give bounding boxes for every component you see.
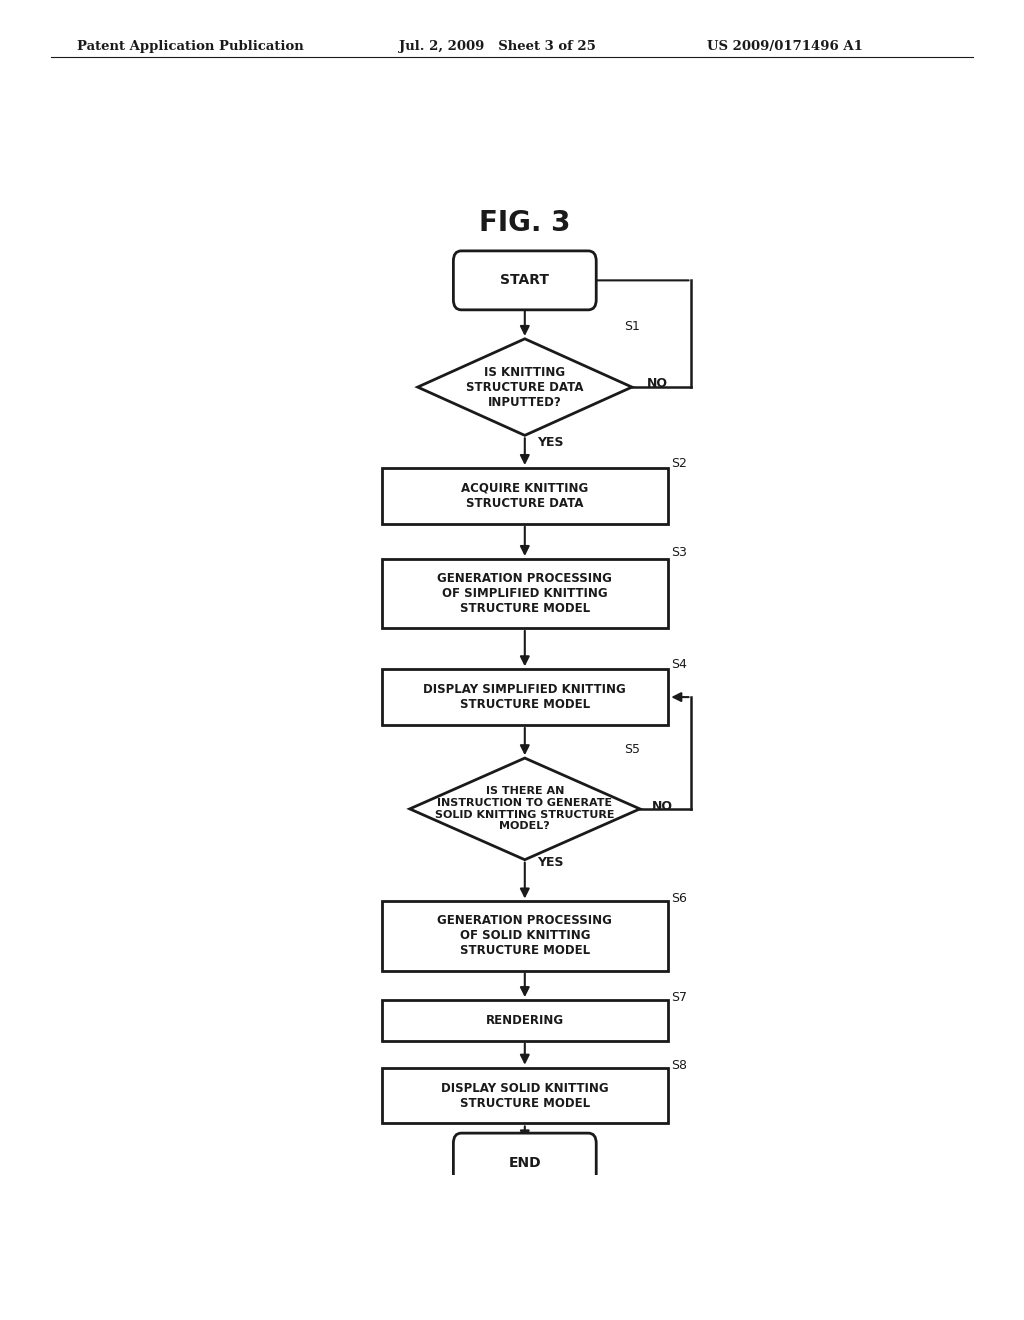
Text: GENERATION PROCESSING
OF SIMPLIFIED KNITTING
STRUCTURE MODEL: GENERATION PROCESSING OF SIMPLIFIED KNIT…	[437, 572, 612, 615]
Bar	[382, 669, 668, 725]
Text: DISPLAY SIMPLIFIED KNITTING
STRUCTURE MODEL: DISPLAY SIMPLIFIED KNITTING STRUCTURE MO…	[424, 682, 626, 711]
Text: S1: S1	[624, 319, 640, 333]
Text: S4: S4	[672, 659, 687, 671]
Text: YES: YES	[537, 857, 563, 870]
Text: GENERATION PROCESSING
OF SOLID KNITTING
STRUCTURE MODEL: GENERATION PROCESSING OF SOLID KNITTING …	[437, 915, 612, 957]
Bar	[382, 902, 668, 970]
Text: S6: S6	[672, 892, 687, 904]
Bar	[382, 467, 668, 524]
FancyBboxPatch shape	[454, 251, 596, 310]
Text: DISPLAY SOLID KNITTING
STRUCTURE MODEL: DISPLAY SOLID KNITTING STRUCTURE MODEL	[441, 1081, 608, 1110]
Text: S7: S7	[672, 991, 688, 1005]
Text: Patent Application Publication: Patent Application Publication	[77, 40, 303, 53]
Text: RENDERING: RENDERING	[485, 1014, 564, 1027]
Bar	[382, 1001, 668, 1040]
Text: FIG. 3: FIG. 3	[479, 210, 570, 238]
Bar	[382, 1068, 668, 1123]
Text: END: END	[509, 1155, 541, 1170]
Polygon shape	[410, 758, 640, 859]
Polygon shape	[418, 339, 632, 436]
Text: NO: NO	[652, 800, 673, 813]
Text: IS KNITTING
STRUCTURE DATA
INPUTTED?: IS KNITTING STRUCTURE DATA INPUTTED?	[466, 366, 584, 409]
Text: ACQUIRE KNITTING
STRUCTURE DATA: ACQUIRE KNITTING STRUCTURE DATA	[461, 482, 589, 510]
Text: S5: S5	[624, 743, 640, 756]
Bar	[382, 558, 668, 628]
Text: S2: S2	[672, 457, 687, 470]
Text: NO: NO	[647, 376, 668, 389]
Text: S8: S8	[672, 1059, 688, 1072]
Text: S3: S3	[672, 546, 687, 560]
Text: YES: YES	[537, 437, 563, 450]
Text: Jul. 2, 2009   Sheet 3 of 25: Jul. 2, 2009 Sheet 3 of 25	[399, 40, 596, 53]
Text: US 2009/0171496 A1: US 2009/0171496 A1	[707, 40, 862, 53]
Text: START: START	[501, 273, 549, 288]
Text: IS THERE AN
INSTRUCTION TO GENERATE
SOLID KNITTING STRUCTURE
MODEL?: IS THERE AN INSTRUCTION TO GENERATE SOLI…	[435, 787, 614, 832]
FancyBboxPatch shape	[454, 1133, 596, 1192]
